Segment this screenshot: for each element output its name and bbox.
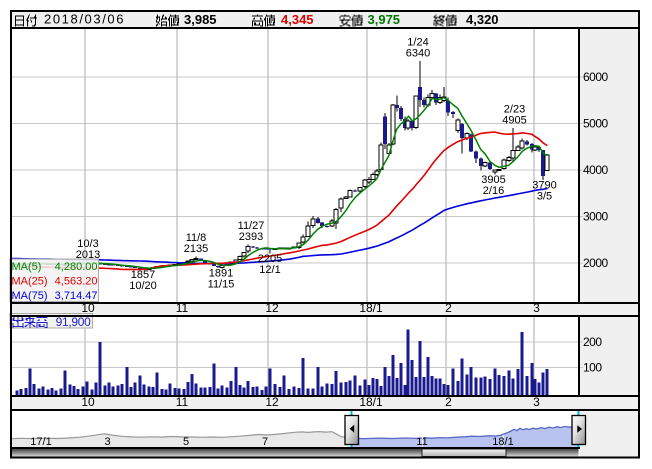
svg-text:MA(25): MA(25)	[12, 276, 48, 288]
svg-text:12: 12	[265, 301, 279, 315]
svg-text:6000: 6000	[583, 70, 609, 84]
svg-text:18/1: 18/1	[359, 301, 383, 315]
svg-text:10/3: 10/3	[77, 238, 98, 250]
svg-text:17/1: 17/1	[30, 436, 51, 448]
svg-text:2018/03/06: 2018/03/06	[44, 12, 125, 27]
svg-text:2: 2	[445, 301, 452, 315]
svg-text:3: 3	[104, 436, 110, 448]
svg-text:2/16: 2/16	[483, 185, 504, 197]
svg-text:4,345: 4,345	[281, 12, 314, 27]
svg-text:4,563.20: 4,563.20	[55, 276, 98, 288]
svg-text:200: 200	[583, 335, 602, 349]
svg-text:2135: 2135	[184, 243, 208, 255]
svg-text:2: 2	[445, 395, 452, 409]
svg-text:2013: 2013	[76, 249, 100, 261]
svg-text:10/20: 10/20	[129, 280, 157, 292]
svg-text:11: 11	[176, 301, 189, 315]
svg-text:1891: 1891	[209, 268, 233, 280]
svg-text:12: 12	[265, 395, 279, 409]
svg-text:5: 5	[183, 436, 189, 448]
svg-text:4000: 4000	[583, 163, 609, 177]
svg-text:11/27: 11/27	[238, 220, 265, 232]
svg-text:1857: 1857	[131, 269, 155, 281]
svg-text:12/1: 12/1	[259, 264, 280, 276]
svg-text:100: 100	[583, 361, 602, 375]
svg-text:18/1: 18/1	[359, 395, 383, 409]
svg-text:MA(5): MA(5)	[12, 261, 42, 273]
svg-text:91,900: 91,900	[56, 315, 92, 329]
svg-text:11: 11	[416, 436, 427, 448]
svg-text:MA(75): MA(75)	[12, 290, 48, 302]
svg-text:3905: 3905	[481, 174, 505, 186]
svg-text:11/15: 11/15	[208, 279, 235, 291]
svg-text:11/8: 11/8	[186, 232, 207, 244]
svg-text:3000: 3000	[583, 210, 609, 224]
svg-text:3790: 3790	[532, 179, 556, 191]
svg-text:11: 11	[176, 395, 189, 409]
svg-text:1/24: 1/24	[407, 37, 428, 49]
svg-text:4,280.00: 4,280.00	[55, 261, 98, 273]
svg-text:3/5: 3/5	[537, 190, 552, 202]
svg-text:5000: 5000	[583, 117, 609, 131]
svg-text:3,714.47: 3,714.47	[55, 290, 98, 302]
svg-text:2205: 2205	[258, 253, 282, 265]
svg-text:4905: 4905	[502, 114, 526, 126]
svg-text:7: 7	[262, 436, 268, 448]
svg-text:10: 10	[81, 395, 95, 409]
svg-text:6340: 6340	[406, 48, 430, 60]
svg-text:2000: 2000	[583, 256, 609, 270]
svg-text:3: 3	[533, 301, 540, 315]
svg-text:3,985: 3,985	[184, 12, 217, 27]
svg-text:18/1: 18/1	[492, 436, 513, 448]
svg-text:3: 3	[533, 395, 540, 409]
svg-text:4,320: 4,320	[466, 12, 499, 27]
svg-text:3,975: 3,975	[368, 12, 401, 27]
svg-text:10: 10	[81, 301, 95, 315]
svg-text:2393: 2393	[239, 231, 263, 243]
svg-text:2/23: 2/23	[504, 103, 525, 115]
